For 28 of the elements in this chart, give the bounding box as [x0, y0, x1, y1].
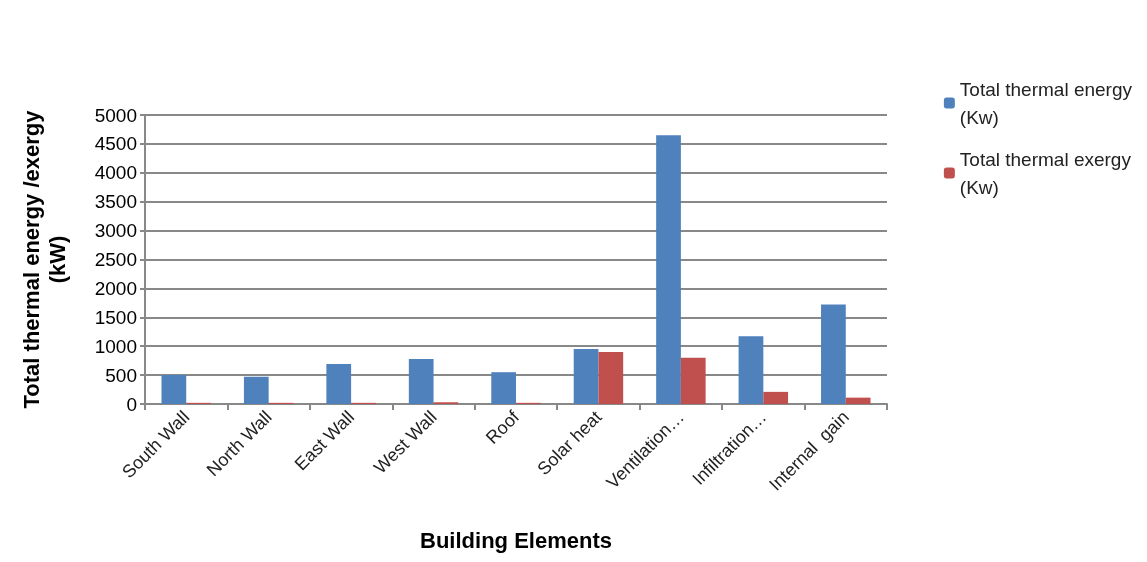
- y-tick-label: 500: [105, 364, 137, 386]
- y-tick-label: 2500: [94, 249, 137, 270]
- bar: [763, 391, 789, 404]
- y-tick-label: 3000: [94, 220, 137, 242]
- legend-label: Total thermal exergy (Kw): [959, 148, 1132, 198]
- y-tick-label: 2000: [94, 277, 137, 299]
- bar: [845, 397, 871, 404]
- bar: [680, 357, 706, 404]
- bar: [598, 351, 624, 404]
- legend-label: Total thermal energy (Kw): [959, 78, 1133, 128]
- y-tick-label: 5000: [94, 104, 137, 126]
- y-axis-title: Total thermal energy /exergy (kW): [18, 109, 70, 409]
- bar: [821, 304, 846, 404]
- x-axis-title: Building Elements: [420, 527, 612, 553]
- bar: [243, 376, 269, 404]
- bar: [161, 375, 187, 404]
- bar: [326, 364, 352, 404]
- y-tick-label: 1000: [94, 335, 137, 357]
- y-tick-label: 4000: [94, 162, 137, 184]
- y-tick-label: 0: [126, 393, 137, 415]
- bar: [656, 135, 681, 404]
- bar: [738, 336, 764, 404]
- bar: [573, 349, 599, 404]
- y-tick-label: 3500: [94, 191, 137, 213]
- bar: [491, 372, 516, 404]
- bar: [408, 358, 434, 404]
- y-tick-label: 4500: [94, 133, 137, 155]
- y-tick-label: 1500: [94, 306, 137, 328]
